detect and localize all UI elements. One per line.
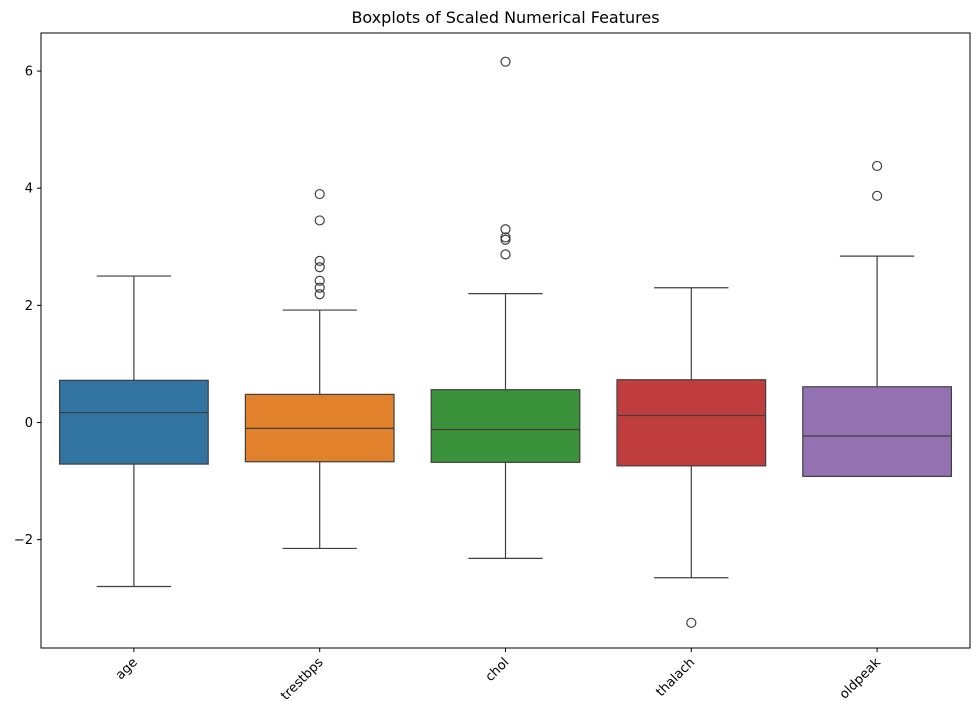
outlier-point (686, 617, 697, 628)
outlier-point (314, 255, 325, 266)
y-tick-label: 4 (25, 182, 33, 197)
outlier-point (500, 224, 511, 235)
y-axis: −2 0 2 4 6 (14, 65, 41, 548)
box-thalach (616, 287, 767, 628)
outlier-point (871, 160, 883, 172)
outlier-point (500, 249, 511, 260)
box-oldpeak (802, 160, 953, 477)
box-iqr (58, 379, 209, 465)
box-iqr (802, 386, 953, 477)
x-tick-label: oldpeak (837, 655, 884, 702)
y-tick-label: −2 (14, 533, 33, 548)
outlier-point (314, 215, 325, 226)
x-tick-label: age (113, 655, 141, 683)
outlier-point (314, 289, 325, 300)
y-tick-label: 0 (25, 416, 33, 431)
outlier-point (314, 262, 325, 273)
outlier-point (314, 282, 325, 293)
boxes-layer (58, 56, 953, 628)
box-iqr (616, 379, 767, 467)
box-trestbps (244, 188, 395, 550)
outlier-point (314, 275, 325, 286)
box-chol (430, 56, 581, 559)
x-tick-label: chol (483, 655, 513, 685)
x-tick-label: thalach (653, 655, 698, 700)
y-tick-label: 2 (25, 299, 33, 314)
box-age (58, 275, 209, 588)
x-axis: age trestbps chol thalach oldpeak (113, 648, 884, 704)
outlier-point (500, 56, 511, 67)
outlier-point (314, 188, 325, 200)
outlier-point (871, 190, 883, 201)
outlier-point (500, 232, 511, 243)
y-tick-label: 6 (25, 65, 33, 80)
chart-title: Boxplots of Scaled Numerical Features (351, 8, 660, 27)
box-iqr (430, 389, 581, 463)
x-tick-label: trestbps (278, 655, 326, 703)
